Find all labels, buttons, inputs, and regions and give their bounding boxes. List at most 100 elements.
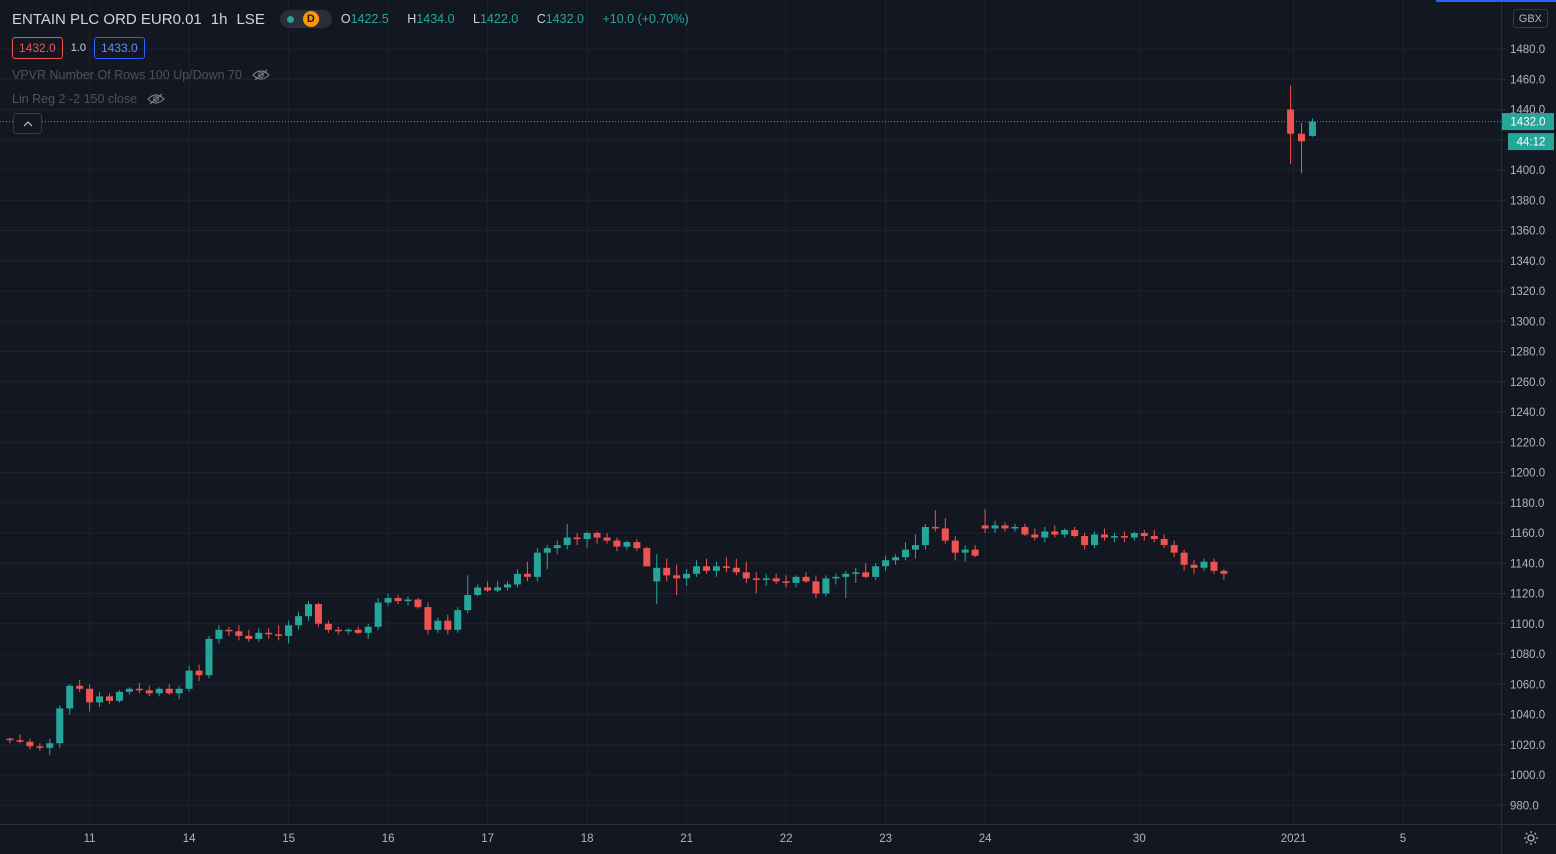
candle <box>76 679 84 692</box>
candle <box>712 561 720 577</box>
candle <box>981 508 989 533</box>
candle-body <box>354 629 362 633</box>
spread-value: 1.0 <box>70 42 86 54</box>
candle <box>374 598 382 630</box>
candle <box>36 743 44 751</box>
candle-body <box>1190 564 1198 568</box>
time-axis[interactable]: 11 14 15 16 17 18 21 22 23 24 30 2021 5 <box>84 833 1407 845</box>
candle-body <box>1011 526 1019 529</box>
price-tick-label: 1460.0 <box>1510 74 1545 86</box>
candle-body <box>573 537 581 540</box>
indicator-linreg[interactable]: Lin Reg 2 -2 150 close <box>12 92 165 106</box>
candle <box>603 533 611 544</box>
eye-hidden-icon[interactable] <box>252 69 270 81</box>
candle <box>772 573 780 585</box>
time-tick-label: 5 <box>1400 833 1406 845</box>
candle-body <box>951 540 959 553</box>
price-tick-label: 1120.0 <box>1510 589 1544 601</box>
price-tick-label: 1200.0 <box>1510 468 1545 480</box>
candle-body <box>145 690 153 694</box>
candle-body <box>305 604 312 617</box>
candle-body <box>1210 561 1218 571</box>
candlestick-series <box>6 85 1316 756</box>
interval-label[interactable]: 1h <box>210 10 228 28</box>
time-tick-label: 14 <box>183 833 196 845</box>
candle <box>1298 123 1306 174</box>
candle-body <box>961 549 969 553</box>
candle <box>792 575 800 588</box>
candle <box>185 666 193 692</box>
candle <box>195 664 203 682</box>
last-price-value: 1432.0 <box>1510 117 1545 129</box>
candle-body <box>832 576 840 579</box>
candle-body <box>911 545 919 550</box>
candle <box>165 684 173 695</box>
candle <box>1081 533 1089 550</box>
candle <box>613 537 621 552</box>
candle <box>583 531 591 549</box>
candle <box>454 607 462 633</box>
chevron-up-icon <box>23 120 32 126</box>
candle <box>135 682 143 694</box>
price-tick-label: 1400.0 <box>1510 165 1545 177</box>
candle-body <box>693 566 701 574</box>
candle-body <box>1170 545 1178 553</box>
candle <box>971 545 979 558</box>
candle <box>921 523 929 550</box>
candle-body <box>653 567 661 582</box>
price-tick-label: 1320.0 <box>1510 286 1545 298</box>
candle <box>86 684 94 712</box>
price-tick-label: 1300.0 <box>1510 316 1545 328</box>
candle-body <box>991 525 999 529</box>
candle <box>663 558 671 582</box>
candle <box>504 581 511 591</box>
symbol-legend[interactable]: ENTAIN PLC ORD EUR0.01 1h LSE D O1422.5 … <box>12 10 707 28</box>
time-tick-label: 18 <box>581 833 594 845</box>
candle <box>205 635 213 679</box>
candle-body <box>1220 570 1228 574</box>
candle <box>842 570 850 599</box>
candle <box>1308 118 1316 137</box>
time-tick-label: 11 <box>84 833 96 845</box>
candle <box>384 593 392 606</box>
time-tick-label: 24 <box>979 833 992 845</box>
candle-body <box>36 746 44 748</box>
candle-body <box>444 620 452 630</box>
change-value: +10.0 (+0.70%) <box>602 12 689 26</box>
candle-body <box>1061 529 1069 535</box>
candle-body <box>553 545 561 549</box>
candle <box>66 684 74 715</box>
gear-icon[interactable] <box>1523 830 1539 846</box>
candle <box>752 572 760 594</box>
price-tick-label: 1040.0 <box>1510 710 1545 722</box>
candle <box>474 584 482 597</box>
candle <box>255 628 263 642</box>
sell-price-button[interactable]: 1432.0 <box>12 37 63 59</box>
candle <box>56 705 64 748</box>
candle <box>1110 533 1118 543</box>
market-status-pill[interactable]: D <box>279 10 332 28</box>
symbol-name[interactable]: ENTAIN PLC ORD EUR0.01 <box>12 10 202 28</box>
candle-body <box>971 549 979 556</box>
indicator-vpvr[interactable]: VPVR Number Of Rows 100 Up/Down 70 <box>12 68 270 82</box>
candle-body <box>513 573 521 585</box>
candle-body <box>324 623 332 630</box>
buy-price-button[interactable]: 1433.0 <box>94 37 145 59</box>
candle-body <box>1200 561 1208 568</box>
candle-body <box>1051 531 1059 535</box>
candle <box>872 563 880 580</box>
candle-body <box>125 688 133 692</box>
candle <box>882 555 890 571</box>
currency-button[interactable]: GBX <box>1512 9 1548 28</box>
collapse-legend-button[interactable] <box>13 113 42 134</box>
candle-body <box>533 552 541 577</box>
candle <box>444 614 452 635</box>
price-tick-label: 1020.0 <box>1510 740 1545 752</box>
candle <box>673 564 681 596</box>
candle-body <box>712 566 720 571</box>
candle <box>175 685 183 700</box>
eye-hidden-icon[interactable] <box>147 93 165 105</box>
candle-body <box>593 533 601 538</box>
candle <box>215 625 223 644</box>
